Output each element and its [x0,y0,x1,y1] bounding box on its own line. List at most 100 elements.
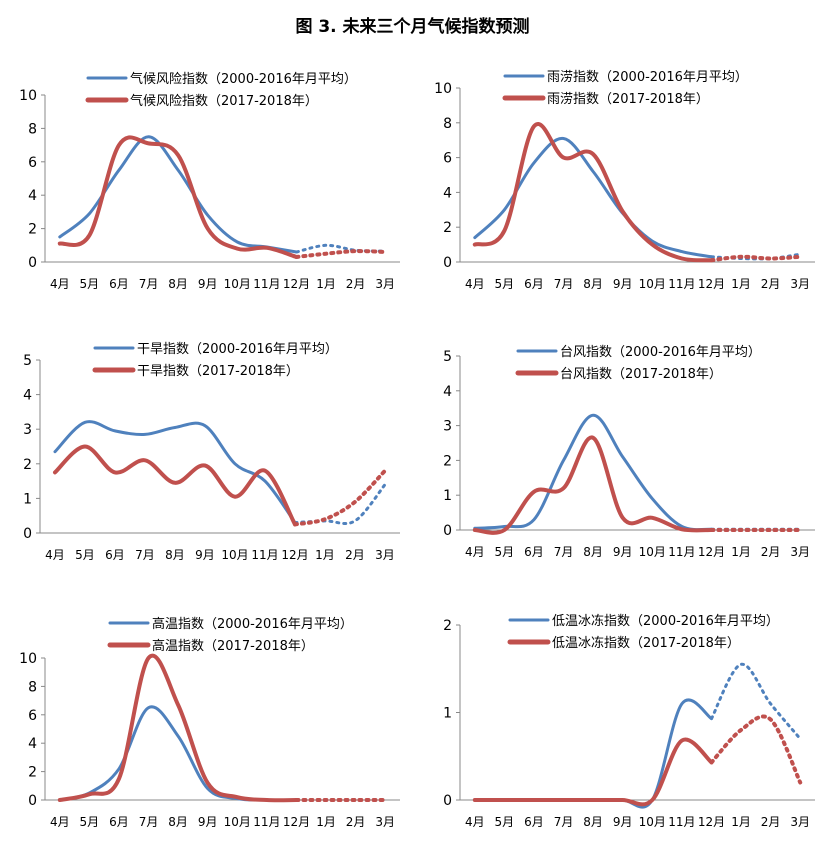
chart-panel-5: 0 2 4 6 8 10 4月 5月 6月 7月 8月 9月 10月 11月 12月 1月 2月 3月 高温指数（2… [19,616,400,829]
x-tick-label: 2月 [346,815,366,829]
y-tick-label: 6 [28,155,37,171]
series-line-2-solid [472,737,714,807]
x-tick-label: 11月 [253,277,280,291]
x-tick-label: 11月 [251,548,278,562]
x-tick-label: 8月 [583,815,603,829]
x-tick-label: 6月 [524,545,544,559]
x-tick-label: 3月 [790,545,810,559]
x-tick-label: 6月 [524,277,544,291]
legend-label-1: 高温指数（2000-2016年月平均） [152,616,353,632]
x-tick-label: 12月 [698,277,725,291]
y-tick-label: 3 [443,419,452,435]
y-tick-label: 3 [23,422,32,438]
x-tick-label: 5月 [80,277,100,291]
x-tick-label: 10月 [224,815,251,829]
x-tick-label: 12月 [283,277,310,291]
y-tick-label: 4 [443,384,452,400]
series-line-2-solid [472,122,714,263]
x-tick-label: 5月 [75,548,95,562]
x-tick-label: 9月 [198,815,218,829]
y-tick-label: 1 [443,488,452,504]
legend-label-1: 雨涝指数（2000-2016年月平均） [547,69,748,85]
x-tick-label: 11月 [668,815,695,829]
legend-label-1: 气候风险指数（2000-2016年月平均） [130,71,357,87]
x-tick-label: 4月 [465,545,485,559]
figure-title: 图 3. 未来三个月气候指数预测 [295,17,530,37]
x-tick-label: 5月 [495,277,515,291]
y-tick-label: 6 [28,708,37,724]
series-line-2-solid [57,135,299,259]
x-tick-label: 8月 [583,277,603,291]
x-tick-label: 4月 [50,815,70,829]
x-tick-label: 2月 [761,545,781,559]
series-line-2-solid [53,444,297,527]
legend-label-1: 干旱指数（2000-2016年月平均） [137,342,338,357]
x-tick-label: 7月 [554,277,574,291]
x-tick-label: 6月 [105,548,125,562]
y-tick-label: 0 [23,526,32,542]
y-tick-label: 4 [28,188,37,204]
x-tick-label: 11月 [668,545,695,559]
y-tick-label: 0 [443,255,452,271]
x-tick-label: 1月 [731,545,751,559]
legend-label-2: 干旱指数（2017-2018年） [137,364,299,379]
series-line-2-solid [57,653,299,803]
y-tick-label: 0 [28,255,37,271]
x-tick-label: 12月 [698,545,725,559]
x-tick-label: 5月 [495,815,515,829]
x-tick-label: 12月 [698,815,725,829]
x-tick-label: 10月 [639,815,666,829]
y-tick-label: 2 [28,765,37,781]
x-tick-label: 9月 [613,277,633,291]
x-tick-label: 3月 [375,815,395,829]
legend-label-2: 雨涝指数（2017-2018年） [547,91,709,107]
x-tick-label: 9月 [195,548,215,562]
x-tick-label: 12月 [283,815,310,829]
chart-panel-3: 0 1 2 3 4 5 4月 5月 6月 7月 8月 9月 10月 11月 12月 1月 2月 3月 干旱指数（20… [23,342,400,562]
x-tick-label: 3月 [375,548,395,562]
y-tick-label: 2 [443,618,452,634]
chart-panel-2: 0 2 4 6 8 10 4月 5月 6月 7月 8月 9月 10月 11月 12月 1月 2月 3月 雨涝指数（2… [434,69,815,291]
x-tick-label: 6月 [109,815,129,829]
y-tick-label: 10 [434,81,452,97]
x-tick-label: 7月 [554,815,574,829]
y-tick-label: 5 [443,349,452,365]
x-tick-label: 8月 [168,277,188,291]
series-line-2-dotted [293,468,387,527]
x-tick-label: 6月 [109,277,129,291]
y-tick-label: 2 [28,222,37,238]
legend-label-2: 气候风险指数（2017-2018年） [130,93,318,109]
x-tick-label: 1月 [731,277,751,291]
y-tick-label: 8 [28,121,37,137]
x-tick-label: 4月 [50,277,70,291]
y-tick-label: 10 [19,88,37,104]
x-tick-label: 4月 [465,815,485,829]
x-tick-label: 2月 [345,548,365,562]
x-tick-label: 1月 [315,548,335,562]
series-line-2-dotted [294,249,388,259]
y-tick-label: 4 [443,185,452,201]
x-tick-label: 10月 [639,545,666,559]
y-tick-label: 2 [23,457,32,473]
x-tick-label: 4月 [45,548,65,562]
x-tick-label: 6月 [524,815,544,829]
x-tick-label: 8月 [165,548,185,562]
chart-panel-6: 0 1 2 4月 5月 6月 7月 8月 9月 10月 11月 12月 1月 2月 3月 低温冰冻指数（200… [443,613,815,829]
x-tick-label: 8月 [168,815,188,829]
y-tick-label: 1 [23,491,32,507]
series-line-1-dotted [710,662,802,741]
y-tick-label: 10 [19,651,37,667]
series-line-1-solid [473,698,713,809]
legend-label-2: 台风指数（2017-2018年） [560,367,722,382]
series-line-2-dotted [709,714,803,785]
x-tick-label: 7月 [554,545,574,559]
x-tick-label: 9月 [198,277,218,291]
x-tick-label: 8月 [583,545,603,559]
y-tick-label: 8 [28,679,37,695]
chart-panel-4: 0 1 2 3 4 5 4月 5月 6月 7月 8月 9月 10月 11月 12月 1月 2月 3月 台风指数（20… [443,345,815,559]
y-tick-label: 6 [443,151,452,167]
x-tick-label: 7月 [135,548,155,562]
x-tick-label: 11月 [668,277,695,291]
x-tick-label: 2月 [346,277,366,291]
